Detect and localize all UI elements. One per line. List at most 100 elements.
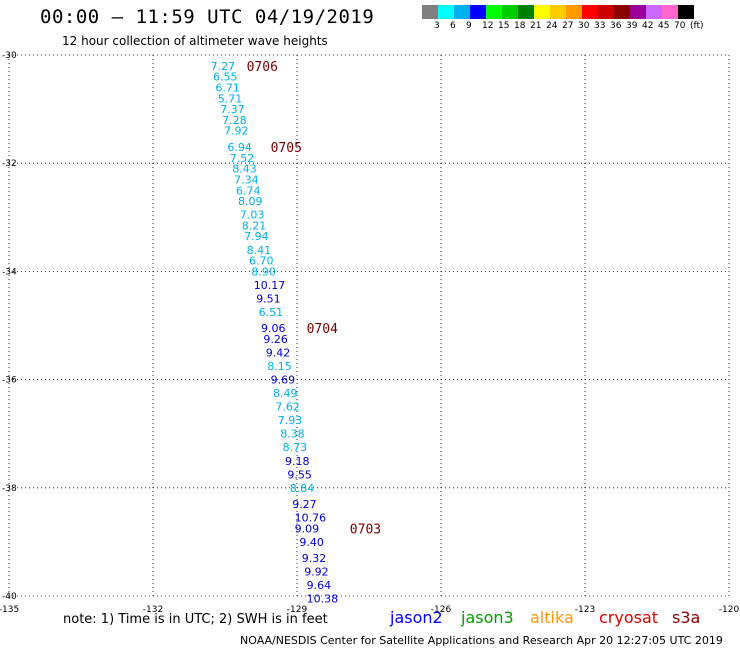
color-scale-swatch xyxy=(534,5,550,19)
color-scale-label: 3 xyxy=(434,21,440,31)
pass-time-label: 0703 xyxy=(350,522,381,537)
pass-time-label: 0704 xyxy=(307,322,338,337)
wave-height-value: 8.73 xyxy=(283,441,308,454)
color-scale-label: 33 xyxy=(594,21,606,31)
wave-height-value: 5.71 xyxy=(218,92,243,105)
wave-height-value: 7.92 xyxy=(224,125,249,138)
color-scale-label: 15 xyxy=(498,21,510,31)
color-scale-label: 39 xyxy=(626,21,638,31)
wave-height-value: 8.09 xyxy=(238,195,263,208)
color-scale-label: 42 xyxy=(642,21,654,31)
color-scale-swatch xyxy=(566,5,582,19)
lat-tick-label: -30 xyxy=(2,51,17,61)
lon-tick-label: -126 xyxy=(431,605,452,615)
wave-height-value: 9.27 xyxy=(292,498,317,511)
color-scale-swatch xyxy=(486,5,502,19)
footer-note: note: 1) Time is in UTC; 2) SWH is in fe… xyxy=(63,612,328,627)
wave-height-value: 9.18 xyxy=(285,455,310,468)
wave-height-value: 8.41 xyxy=(247,244,272,257)
lat-tick-label: -36 xyxy=(2,376,17,386)
wave-height-value: 6.55 xyxy=(213,71,238,84)
wave-height-value: 9.09 xyxy=(295,522,320,535)
color-scale-swatch xyxy=(630,5,646,19)
color-scale-swatch xyxy=(646,5,662,19)
wave-height-value: 6.74 xyxy=(236,184,260,197)
color-scale-label: 27 xyxy=(562,21,574,31)
wave-height-value: 8.49 xyxy=(273,387,298,400)
wave-height-value: 6.51 xyxy=(259,306,284,319)
color-scale-swatch xyxy=(550,5,566,19)
color-scale-swatch xyxy=(454,5,470,19)
wave-height-value: 8.90 xyxy=(251,265,276,278)
wave-height-value: 7.94 xyxy=(244,230,269,243)
color-scale-unit: (ft) xyxy=(690,21,704,31)
wave-height-value: 9.26 xyxy=(263,333,288,346)
wave-height-value: 9.92 xyxy=(304,566,329,579)
satellite-label-cryosat: cryosat xyxy=(599,608,659,627)
pass-time-label: 0705 xyxy=(271,141,302,156)
lat-tick-label: -32 xyxy=(2,159,17,169)
lon-tick-label: -132 xyxy=(143,605,163,615)
color-scale-swatch xyxy=(422,5,438,19)
credit-line: NOAA/NESDIS Center for Satellite Applica… xyxy=(240,634,723,647)
color-scale-swatch xyxy=(502,5,518,19)
color-scale-label: 18 xyxy=(514,21,526,31)
wave-height-value: 6.94 xyxy=(227,141,252,154)
lon-tick-label: -120 xyxy=(719,605,740,615)
lat-tick-label: -40 xyxy=(2,592,17,602)
satellite-label-s3a: s3a xyxy=(672,608,701,627)
lat-tick-label: -38 xyxy=(2,484,17,494)
color-scale-swatch xyxy=(662,5,678,19)
wave-height-value: 8.21 xyxy=(242,219,266,232)
wave-height-value: 10.17 xyxy=(254,279,285,292)
map-subtitle: 12 hour collection of altimeter wave hei… xyxy=(62,34,328,48)
color-scale-label: 36 xyxy=(610,21,622,31)
color-scale-swatch xyxy=(598,5,614,19)
wave-height-value: 9.06 xyxy=(261,322,286,335)
wave-height-value: 9.42 xyxy=(266,347,291,360)
wave-height-value: 9.51 xyxy=(256,292,281,305)
wave-height-value: 6.71 xyxy=(215,81,240,94)
wave-height-value: 9.55 xyxy=(287,468,312,481)
color-scale-swatch xyxy=(470,5,486,19)
lat-tick-label: -34 xyxy=(2,267,17,277)
color-scale-swatch xyxy=(614,5,630,19)
color-scale-label: 9 xyxy=(466,21,472,31)
color-scale-label: 6 xyxy=(450,21,456,31)
wave-height-value: 8.43 xyxy=(232,163,257,176)
wave-height-value: 10.38 xyxy=(307,593,339,606)
wave-height-value: 7.28 xyxy=(222,114,247,127)
color-scale-swatch xyxy=(582,5,598,19)
wave-height-value: 7.52 xyxy=(230,152,255,165)
wave-height-value: 9.69 xyxy=(271,374,296,387)
satellite-label-jason2: jason2 xyxy=(390,608,443,627)
wave-height-value: 7.93 xyxy=(278,414,303,427)
color-scale-label: 12 xyxy=(482,21,494,31)
wave-height-value: 7.62 xyxy=(275,401,300,414)
wave-height-value: 7.03 xyxy=(240,209,265,222)
color-scale-label: 21 xyxy=(530,21,542,31)
wave-height-value: 7.37 xyxy=(220,103,245,116)
satellite-label-jason3: jason3 xyxy=(461,608,514,627)
lon-tick-label: -135 xyxy=(0,605,19,615)
wave-height-value: 7.34 xyxy=(234,173,259,186)
color-scale-swatch xyxy=(678,5,694,19)
color-scale-swatch xyxy=(438,5,454,19)
wave-height-value: 6.70 xyxy=(249,255,274,268)
lon-tick-label: -123 xyxy=(575,605,595,615)
wave-height-value: 8.38 xyxy=(280,428,305,441)
pass-time-label: 0706 xyxy=(247,60,278,75)
wave-height-value: 7.27 xyxy=(211,60,236,73)
wave-height-value: 9.40 xyxy=(299,536,324,549)
wave-height-value: 9.64 xyxy=(307,579,332,592)
wave-height-value: 8.84 xyxy=(290,482,315,495)
wave-height-value: 8.15 xyxy=(267,360,292,373)
map-title: 00:00 – 11:59 UTC 04/19/2019 xyxy=(40,6,375,28)
wave-height-value: 10.76 xyxy=(295,512,327,525)
color-scale-label: 70 xyxy=(674,21,686,31)
color-scale-label: 30 xyxy=(578,21,590,31)
color-scale-swatch xyxy=(518,5,534,19)
satellite-label-altika: altika xyxy=(530,608,574,627)
lon-tick-label: -129 xyxy=(287,605,308,615)
